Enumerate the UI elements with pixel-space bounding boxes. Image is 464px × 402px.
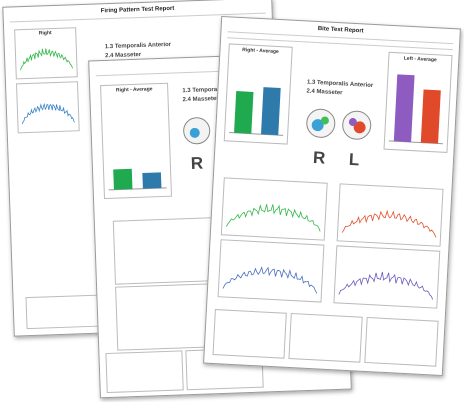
- bar-chart: [388, 74, 443, 145]
- report-page: Firing Pattern Test Report Right 1.3 Tem…: [2, 0, 284, 337]
- bar: [142, 172, 162, 189]
- chart-panel: [220, 177, 328, 241]
- chart-panel: [16, 81, 80, 134]
- report-page: Right - Average 1.3 Temporalis Anterior …: [88, 51, 352, 399]
- bar: [113, 168, 133, 190]
- trace: [338, 271, 434, 300]
- trace-line: [20, 48, 73, 71]
- trace-line: [222, 266, 318, 294]
- bar: [234, 91, 254, 134]
- notes-box: [364, 316, 439, 367]
- chart-panel: [217, 239, 325, 303]
- trace: [341, 209, 437, 238]
- side-label: R: [190, 153, 204, 173]
- head-icon: [183, 117, 211, 145]
- side-label: L: [348, 149, 360, 170]
- notes-box: [212, 309, 287, 359]
- trace: [225, 204, 321, 232]
- bar: [393, 74, 415, 143]
- muscle-label: 1.3 Temporalis Anterior: [104, 41, 172, 51]
- bar-chart: [108, 168, 167, 191]
- chart-panel: [336, 183, 444, 247]
- trace-line: [225, 204, 321, 232]
- chart-panel: Left - Average: [383, 51, 453, 153]
- side-label: R: [312, 147, 326, 168]
- trace-line: [338, 271, 434, 300]
- chart-panel: [333, 245, 441, 309]
- muscle-label: 1.3 Temporalis Anterior: [306, 79, 374, 89]
- trace: [222, 266, 318, 294]
- report-page: Bite Test Report Right - Average 1.3 Tem…: [203, 15, 461, 377]
- muscle-label: 2.4 Masseter: [182, 95, 219, 104]
- chart-panel: Right: [14, 27, 78, 80]
- page-title: Firing Pattern Test Report: [100, 5, 175, 15]
- head-icons: [306, 108, 372, 140]
- notes-box: [105, 350, 184, 394]
- bar-chart: [229, 87, 284, 136]
- trace: [20, 48, 73, 71]
- bar: [260, 87, 281, 136]
- bar: [420, 89, 441, 144]
- trace-line: [22, 102, 75, 125]
- chart-panel: Right - Average: [100, 82, 172, 200]
- trace-line: [341, 209, 437, 238]
- trace: [22, 102, 75, 125]
- chart-panel: Right - Average: [223, 43, 293, 145]
- muscle-label: 2.4 Masseter: [306, 88, 343, 97]
- notes-box: [288, 313, 363, 363]
